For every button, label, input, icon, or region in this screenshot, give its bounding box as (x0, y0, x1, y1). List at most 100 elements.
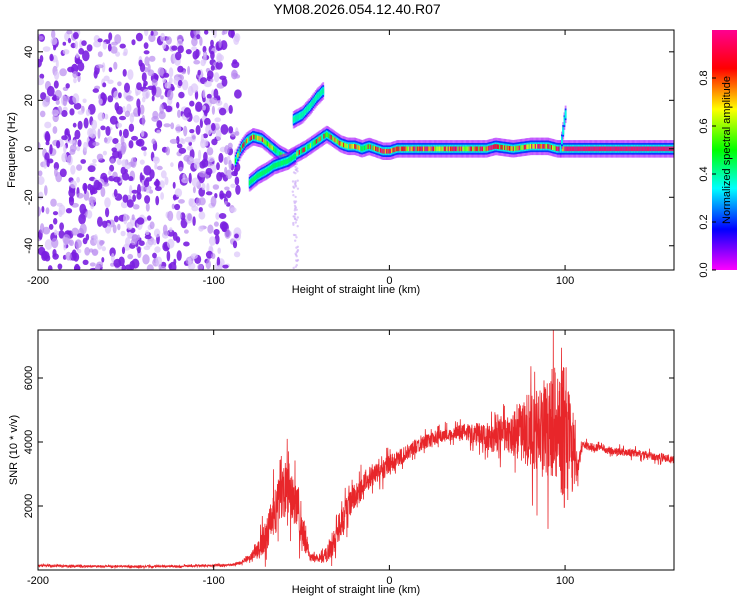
echo-cell (334, 137, 337, 143)
noise-blob (65, 251, 72, 261)
noise-blob (217, 247, 221, 254)
echo-cell (577, 146, 580, 152)
echo-cell (504, 145, 506, 150)
echo-cell (543, 144, 546, 149)
colorbar-tick-label: 0.8 (698, 70, 710, 85)
noise-blob (191, 205, 199, 212)
noise-blob (201, 183, 206, 191)
echo-cell (547, 144, 550, 149)
noise-blob (176, 250, 182, 261)
echo-cell (569, 146, 572, 152)
noise-blob (218, 107, 227, 116)
echo-cell (581, 146, 584, 152)
noise-blob (192, 186, 196, 194)
echo-cell (361, 146, 364, 152)
noise-blob (213, 221, 219, 227)
echo-cell (260, 136, 263, 142)
echo-cell (483, 146, 486, 152)
noise-blob (76, 192, 84, 199)
noise-blob (190, 253, 198, 259)
echo-cell (397, 146, 399, 152)
noise-blob (168, 77, 173, 84)
noise-blob (137, 246, 141, 254)
echo-cell (354, 144, 356, 149)
echo-cell (462, 146, 465, 152)
noise-blob (72, 122, 77, 128)
echo-cell (302, 111, 305, 117)
noise-blob (204, 117, 211, 126)
noise-blob (207, 224, 214, 234)
echo-cell (426, 146, 429, 152)
noise-blob (224, 186, 230, 191)
echo-cell (345, 143, 348, 149)
noise-blob (140, 185, 146, 192)
noise-speck (295, 251, 298, 254)
noise-blob (176, 210, 182, 221)
noise-blob (109, 164, 115, 172)
echo-cell (536, 144, 538, 149)
echo-cell (255, 135, 258, 140)
echo-cell (419, 146, 422, 152)
echo-cell (622, 146, 625, 152)
echo-cell (322, 88, 325, 94)
snr-y-axis-label: SNR (10 * v/v) (8, 415, 20, 485)
echo-cell (568, 146, 570, 152)
echo-cell (372, 145, 375, 151)
echo-cell (378, 147, 381, 153)
echo-cell (480, 146, 483, 152)
noise-blob (205, 191, 213, 196)
noise-blob (125, 95, 134, 102)
snr-x-axis-label: Height of straight line (km) (292, 584, 420, 596)
noise-blob (188, 172, 192, 184)
noise-blob (62, 234, 71, 245)
echo-cell (587, 146, 590, 152)
echo-cell (258, 172, 261, 178)
echo-cell (595, 146, 597, 152)
echo-cell (403, 146, 406, 152)
echo-cell (303, 110, 306, 115)
noise-blob (219, 221, 228, 231)
echo-cell (513, 146, 516, 151)
echo-cell (648, 146, 650, 152)
echo-cell (335, 138, 338, 144)
echo-cell (666, 146, 669, 152)
noise-speck (296, 248, 300, 252)
echo-cell (312, 99, 315, 105)
echo-cell (250, 179, 252, 185)
noise-blob (77, 249, 82, 254)
echo-cell (317, 93, 320, 99)
echo-cell (271, 165, 273, 170)
echo-cell (629, 146, 632, 152)
noise-blob (137, 105, 141, 117)
noise-blob (119, 115, 126, 121)
noise-blob (82, 98, 87, 104)
echo-cell (307, 144, 310, 150)
echo-cell (441, 146, 444, 152)
noise-blob (38, 191, 44, 200)
echo-cell (434, 146, 436, 152)
echo-cell (351, 144, 354, 149)
echo-cell (268, 166, 271, 172)
echo-cell (596, 146, 599, 152)
echo-cell (523, 144, 526, 150)
echo-cell (525, 144, 527, 150)
noise-blob (140, 130, 145, 137)
echo-cell (252, 134, 254, 140)
echo-cell (318, 92, 321, 98)
y-tick-label: 0 (23, 146, 35, 152)
noise-blob (73, 31, 79, 40)
noise-blob (143, 50, 150, 55)
noise-blob (109, 115, 118, 125)
echo-cell (491, 144, 494, 150)
echo-cell (266, 141, 269, 147)
noise-blob (114, 34, 122, 44)
noise-blob (74, 239, 82, 249)
echo-cell (314, 139, 317, 145)
echo-cell (422, 146, 425, 152)
colorbar-tick-label: 0.4 (698, 166, 710, 181)
noise-blob (147, 63, 151, 73)
noise-blob (79, 223, 87, 235)
noise-blob (67, 154, 73, 166)
noise-blob (165, 146, 170, 156)
